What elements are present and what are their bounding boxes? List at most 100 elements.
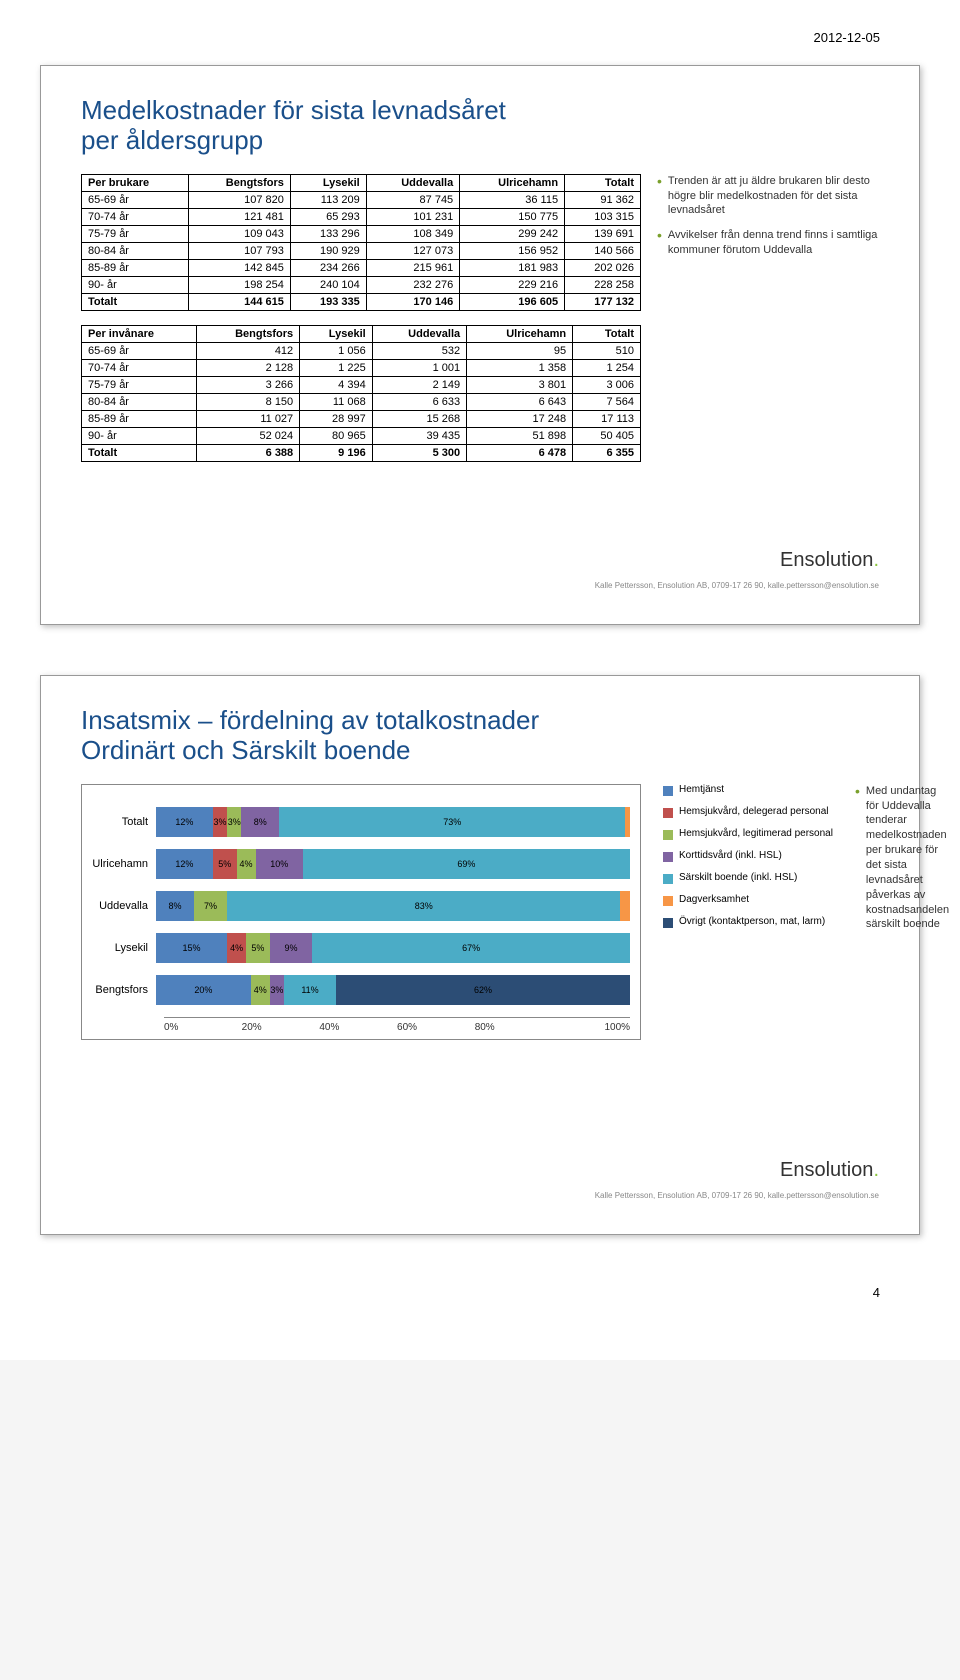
table-header: Per brukare (82, 174, 189, 191)
table-cell: 150 775 (460, 208, 565, 225)
table-cell: 240 104 (290, 276, 366, 293)
bullet: •Trenden är att ju äldre brukaren blir d… (657, 174, 879, 219)
table-cell: 6 633 (372, 393, 466, 410)
table-cell: 532 (372, 342, 466, 359)
logo: Ensolution. (780, 549, 879, 572)
table-cell: 121 481 (188, 208, 290, 225)
table-cell: 181 983 (460, 259, 565, 276)
table-cell: 109 043 (188, 225, 290, 242)
table-cell: 510 (573, 342, 641, 359)
legend-swatch (663, 918, 673, 928)
table-cell: 144 615 (188, 293, 290, 310)
table-cell: 65 293 (290, 208, 366, 225)
bar-segment: 11% (284, 975, 336, 1005)
table-cell: 87 745 (366, 191, 459, 208)
table-header: Lysekil (290, 174, 366, 191)
table-header: Bengtsfors (196, 325, 299, 342)
table-cell: 90- år (82, 427, 197, 444)
insatsmix-chart: Totalt12%3%3%8%73%Ulricehamn12%5%4%10%69… (81, 784, 641, 1040)
table-cell: 2 128 (196, 359, 299, 376)
bar-segment: 69% (303, 849, 630, 879)
table-row: 75-79 år109 043133 296108 349299 242139 … (82, 225, 641, 242)
legend-item: Korttidsvård (inkl. HSL) (663, 850, 843, 862)
table-row: 70-74 år121 48165 293101 231150 775103 3… (82, 208, 641, 225)
table-cell: 11 027 (196, 410, 299, 427)
table-row: 80-84 år8 15011 0686 6336 6437 564 (82, 393, 641, 410)
bar-track: 12%5%4%10%69% (156, 849, 630, 879)
legend-swatch (663, 808, 673, 818)
logo: Ensolution. (780, 1159, 879, 1182)
table-cell: 193 335 (290, 293, 366, 310)
table-cell: 65-69 år (82, 191, 189, 208)
slide-2-content: Totalt12%3%3%8%73%Ulricehamn12%5%4%10%69… (81, 784, 879, 1040)
bar-segment: 15% (156, 933, 227, 963)
table-cell: 1 358 (467, 359, 573, 376)
table-cell: 65-69 år (82, 342, 197, 359)
table-cell: 11 068 (300, 393, 373, 410)
table-cell: 215 961 (366, 259, 459, 276)
bar-segment: 67% (312, 933, 630, 963)
bullet-text: Med undantag för Uddevalla tenderar mede… (866, 784, 949, 932)
table-cell: 2 149 (372, 376, 466, 393)
legend-swatch (663, 896, 673, 906)
bullet-text: Trenden är att ju äldre brukaren blir de… (668, 174, 879, 219)
table-cell: 39 435 (372, 427, 466, 444)
bar-track: 12%3%3%8%73% (156, 807, 630, 837)
bar-segment: 5% (246, 933, 270, 963)
bar-segment: 62% (336, 975, 630, 1005)
table-cell: 232 276 (366, 276, 459, 293)
table-header: Bengtsfors (188, 174, 290, 191)
legend-swatch (663, 786, 673, 796)
table-header: Totalt (573, 325, 641, 342)
logo-dot-icon: . (873, 549, 879, 571)
table-cell: 28 997 (300, 410, 373, 427)
table-cell: 70-74 år (82, 208, 189, 225)
bar-label: Uddevalla (86, 900, 156, 912)
axis-tick: 60% (397, 1022, 475, 1033)
table-cell: 139 691 (565, 225, 641, 242)
bar-segment: 7% (194, 891, 227, 921)
table-cell: 107 820 (188, 191, 290, 208)
bullet: •Med undantag för Uddevalla tenderar med… (855, 784, 949, 932)
bar-label: Ulricehamn (86, 858, 156, 870)
legend-label: Hemtjänst (679, 784, 724, 795)
axis-tick: 40% (319, 1022, 397, 1033)
title-line2: Ordinärt och Särskilt boende (81, 735, 411, 765)
bar-label: Totalt (86, 816, 156, 828)
axis-tick: 100% (552, 1022, 630, 1033)
title-line1: Medelkostnader för sista levnadsåret (81, 95, 506, 125)
slide-1-title: Medelkostnader för sista levnadsåret per… (81, 96, 879, 156)
table-cell: Totalt (82, 444, 197, 461)
table-cell: 95 (467, 342, 573, 359)
bar-segment: 3% (227, 807, 241, 837)
bar-segment: 10% (256, 849, 303, 879)
table-row: 75-79 år3 2664 3942 1493 8013 006 (82, 376, 641, 393)
legend-label: Dagverksamhet (679, 894, 749, 905)
bar-segment: 9% (270, 933, 313, 963)
legend-label: Hemsjukvård, legitimerad personal (679, 828, 833, 839)
table-cell: 202 026 (565, 259, 641, 276)
table-header: Uddevalla (366, 174, 459, 191)
table-cell: 198 254 (188, 276, 290, 293)
table-row: 90- år52 02480 96539 43551 89850 405 (82, 427, 641, 444)
table-cell: 75-79 år (82, 225, 189, 242)
bar-segment (620, 891, 629, 921)
table-header: Per invånare (82, 325, 197, 342)
bar-track: 15%4%5%9%67% (156, 933, 630, 963)
table-cell: 80-84 år (82, 393, 197, 410)
bar-segment: 12% (156, 807, 213, 837)
title-line2: per åldersgrupp (81, 125, 263, 155)
slide-2-title: Insatsmix – fördelning av totalkostnader… (81, 706, 879, 766)
table-cell: 228 258 (565, 276, 641, 293)
table-cell: 190 929 (290, 242, 366, 259)
legend-label: Särskilt boende (inkl. HSL) (679, 872, 797, 883)
legend-item: Dagverksamhet (663, 894, 843, 906)
bullet: •Avvikelser från denna trend finns i sam… (657, 228, 879, 258)
table-cell: 85-89 år (82, 410, 197, 427)
table-cell: 90- år (82, 276, 189, 293)
slide-footer: Kalle Pettersson, Ensolution AB, 0709-17… (595, 1191, 879, 1200)
table-cell: 1 254 (573, 359, 641, 376)
table-cell: 17 248 (467, 410, 573, 427)
bar-row: Uddevalla8%7%83% (86, 891, 630, 921)
table-cell: 108 349 (366, 225, 459, 242)
